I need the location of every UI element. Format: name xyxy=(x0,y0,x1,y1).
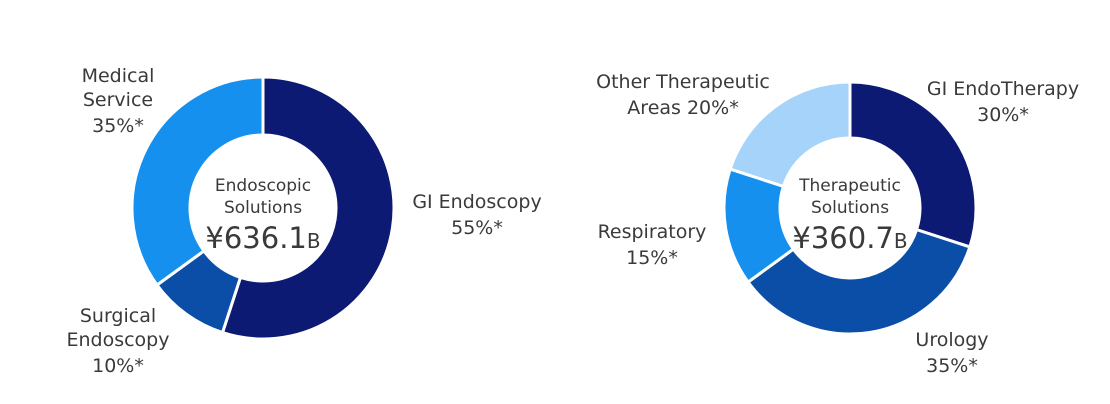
slice-gi-endoscopy xyxy=(221,75,396,341)
slice-label: Urology xyxy=(915,329,988,351)
slice-label: Respiratory xyxy=(598,221,707,243)
center-title-line-2: Solutions xyxy=(811,198,889,218)
donut-endoscopic-solutions xyxy=(130,75,396,341)
donut-therapeutic-solutions xyxy=(722,80,978,336)
center-title-line-2: Solutions xyxy=(224,198,302,218)
center-title-line-1: Therapeutic xyxy=(798,176,901,196)
slice-percent: 35%* xyxy=(92,115,144,137)
label-urology: Urology 35%* xyxy=(915,329,988,377)
label-gi-endotherapy: GI EndoTherapy 30%* xyxy=(927,78,1079,126)
center-total-value: ¥360.7B xyxy=(792,221,907,255)
label-respiratory: Respiratory 15%* xyxy=(598,221,707,269)
label-gi-endoscopy: GI Endoscopy 55%* xyxy=(412,191,541,239)
slice-other-therapeutic-areas xyxy=(728,80,852,188)
slice-percent: 10%* xyxy=(92,355,144,377)
slice-urology xyxy=(746,228,972,336)
slice-gi-endotherapy xyxy=(848,80,978,249)
label-medical-service: Medical Service 35%* xyxy=(82,65,155,137)
slice-label-line-2: Areas xyxy=(627,97,681,119)
label-surgical-endoscopy: Surgical Endoscopy 10%* xyxy=(66,305,169,377)
slice-label-line-2: Endoscopy xyxy=(66,329,169,351)
center-value: ¥360.7 xyxy=(792,221,893,255)
slice-percent: 35%* xyxy=(926,355,978,377)
center-unit: B xyxy=(307,229,321,253)
slice-label-line-1: Medical xyxy=(82,65,155,87)
slice-label-with-percent: Areas 20%* xyxy=(627,97,738,119)
center-value: ¥636.1 xyxy=(205,221,306,255)
slice-medical-service xyxy=(130,75,265,287)
slice-label-line-1: Other Therapeutic xyxy=(596,71,770,93)
center-unit: B xyxy=(894,229,908,253)
slice-label-line-2: Service xyxy=(83,89,153,111)
slice-label: GI Endoscopy xyxy=(412,191,541,213)
center-title-line-1: Endoscopic xyxy=(215,176,311,196)
slice-label: GI EndoTherapy xyxy=(927,78,1079,100)
center-total-value: ¥636.1B xyxy=(205,221,320,255)
slice-percent: 20%* xyxy=(687,97,739,119)
slice-percent: 15%* xyxy=(626,247,678,269)
label-other-therapeutic-areas: Other Therapeutic Areas 20%* xyxy=(596,71,770,119)
slice-label-line-1: Surgical xyxy=(80,305,156,327)
slice-percent: 30%* xyxy=(977,104,1029,126)
slice-percent: 55%* xyxy=(451,217,503,239)
